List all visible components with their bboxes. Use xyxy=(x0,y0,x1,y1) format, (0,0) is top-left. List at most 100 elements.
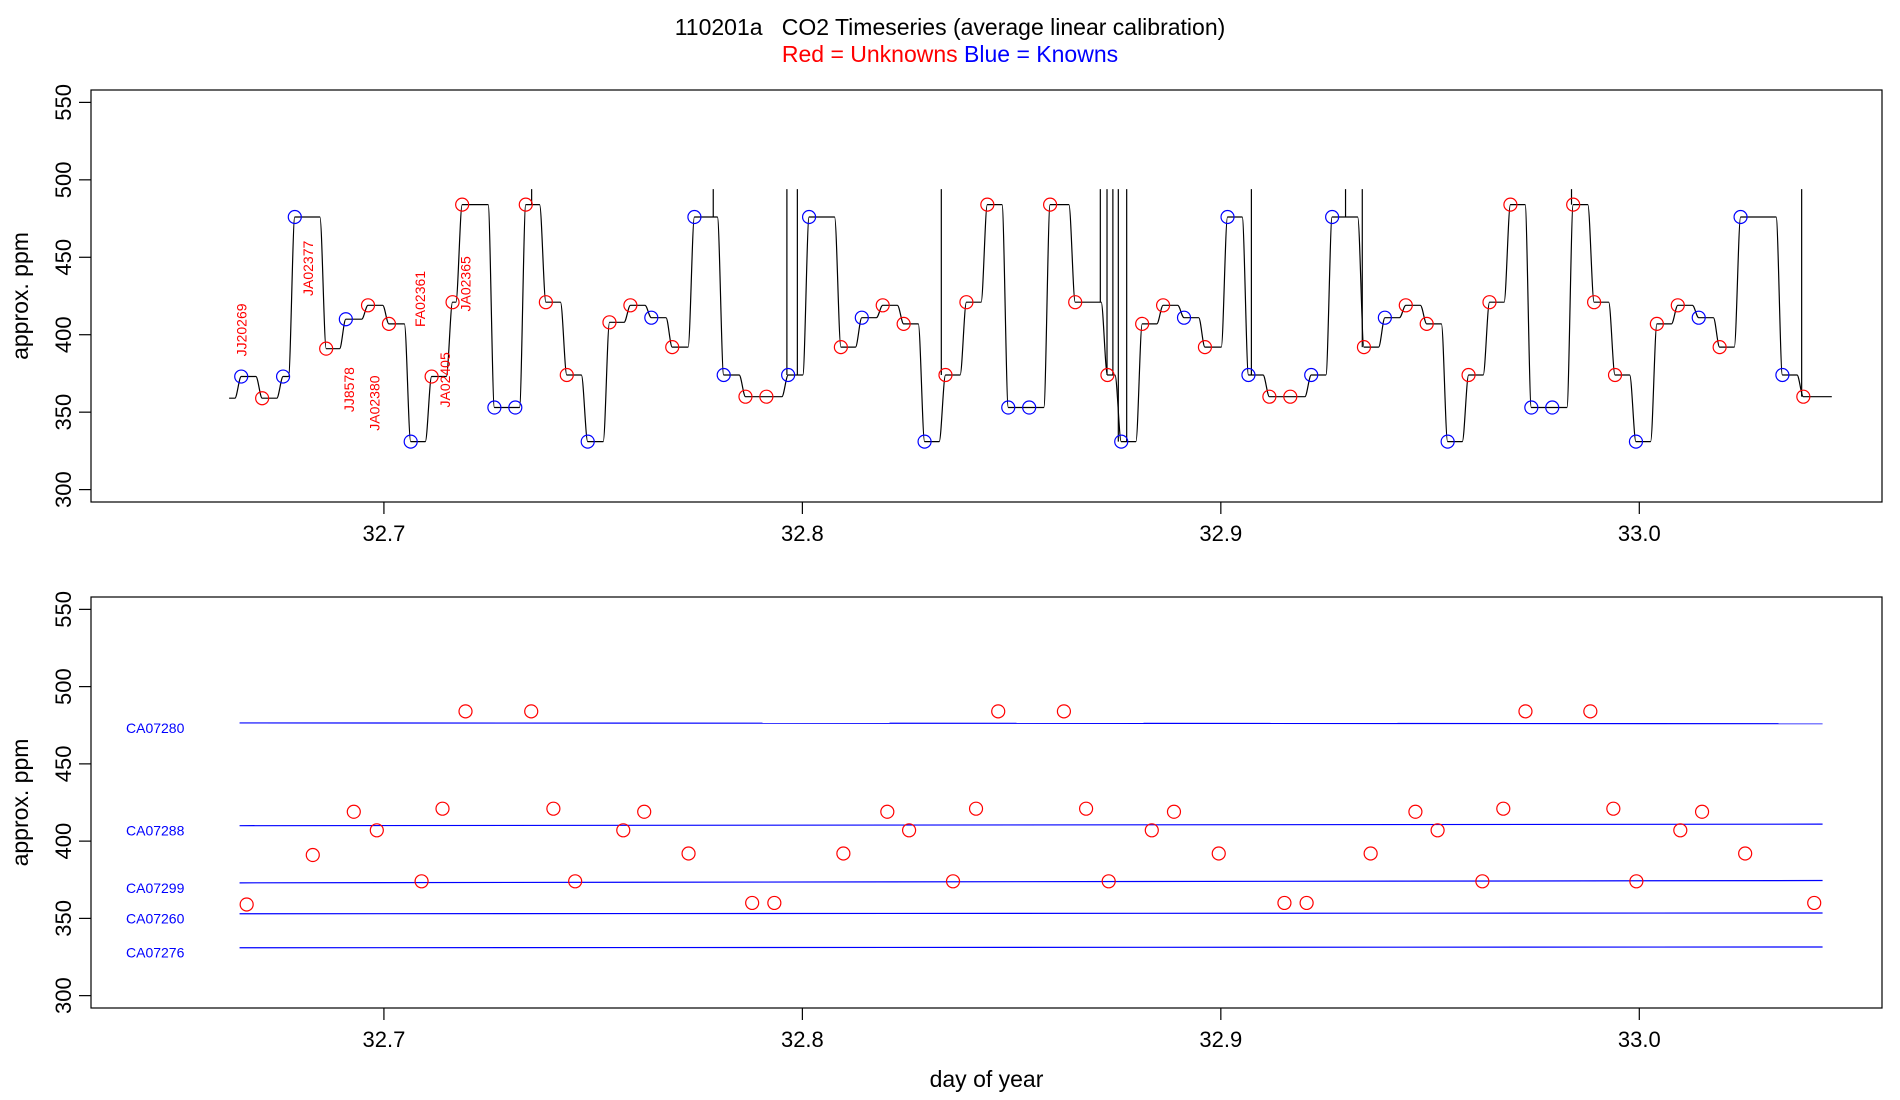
unknown-point xyxy=(637,804,652,819)
unknown-point xyxy=(1694,804,1710,819)
known-marker xyxy=(1377,310,1392,325)
unknown-point xyxy=(1277,895,1292,911)
standard-line xyxy=(239,912,1823,915)
unknown-marker xyxy=(1461,367,1476,383)
standard-label: CA07280 xyxy=(126,720,185,736)
unknown-point xyxy=(1363,846,1378,861)
known-marker xyxy=(1691,310,1706,325)
unknown-marker xyxy=(424,369,439,384)
known-marker xyxy=(781,367,796,383)
known-marker xyxy=(917,434,932,449)
unknown-marker xyxy=(1796,389,1811,404)
standard-label: CA07276 xyxy=(126,945,185,961)
unknown-marker xyxy=(360,298,376,313)
unknown-point xyxy=(1475,874,1490,889)
unknown-marker xyxy=(255,391,270,406)
known-marker xyxy=(1022,400,1037,415)
unknown-marker xyxy=(518,197,533,212)
unknown-point xyxy=(1101,874,1116,889)
timeseries-y-axis-label: approx. ppm xyxy=(7,232,33,360)
legend-knowns: Blue = Knowns xyxy=(964,41,1119,67)
unknown-marker xyxy=(980,197,995,212)
unknown-marker xyxy=(1398,298,1413,313)
timeseries-plot-frame xyxy=(90,89,1883,503)
unknown-marker xyxy=(602,315,617,330)
co2-trace-line xyxy=(229,204,1832,443)
unknown-marker xyxy=(759,389,774,404)
known-marker xyxy=(487,400,502,415)
unknown-marker xyxy=(1482,295,1497,310)
unknown-point xyxy=(901,823,917,838)
known-marker xyxy=(1241,367,1256,383)
unknown-marker xyxy=(1419,316,1434,331)
unknown-marker xyxy=(559,367,574,383)
unknown-marker xyxy=(319,341,334,356)
unknown-point xyxy=(1166,804,1182,819)
unknown-marker xyxy=(455,197,470,212)
known-marker xyxy=(1325,209,1340,225)
unknown-marker xyxy=(1670,298,1685,313)
unknown-marker xyxy=(1283,389,1298,404)
unknown-point xyxy=(1144,823,1159,838)
unknown-point xyxy=(524,704,539,719)
timeseries-y-tick-label: 500 xyxy=(51,161,76,198)
known-marker xyxy=(644,310,659,325)
standard-label: CA07260 xyxy=(126,911,185,927)
timeseries-x-tick-label: 33.0 xyxy=(1618,521,1661,546)
known-marker xyxy=(1114,434,1129,449)
standard-line xyxy=(239,946,1823,949)
timeseries-y-tick-label: 300 xyxy=(51,471,76,508)
sample-id-label: JA02380 xyxy=(367,375,383,430)
timeseries-y-tick-label: 350 xyxy=(51,394,76,431)
unknown-point xyxy=(1056,704,1072,719)
unknown-point xyxy=(1629,874,1644,889)
unknown-point xyxy=(414,874,429,889)
unknown-point xyxy=(1518,704,1533,719)
standard-line xyxy=(239,879,1823,884)
unknown-point xyxy=(1606,801,1621,816)
scatter-y-tick-label: 300 xyxy=(51,977,76,1014)
unknown-point xyxy=(1807,895,1822,911)
chart-legend-subtitle: Red = Unknowns Blue = Knowns xyxy=(0,41,1900,68)
unknown-marker xyxy=(1649,316,1664,331)
unknown-point xyxy=(1673,823,1688,838)
known-marker xyxy=(1001,400,1016,415)
known-marker xyxy=(1176,310,1192,325)
scatter-x-tick-label: 32.8 xyxy=(781,1027,824,1052)
scatter-x-axis-label: day of year xyxy=(930,1066,1044,1092)
known-marker xyxy=(287,209,302,225)
unknown-marker xyxy=(1155,298,1171,313)
known-marker xyxy=(1220,209,1235,225)
scatter-x-tick-label: 32.7 xyxy=(363,1027,406,1052)
unknown-marker xyxy=(623,298,638,313)
known-marker xyxy=(716,367,731,383)
unknown-marker xyxy=(445,295,460,310)
unknown-point xyxy=(880,804,895,819)
unknown-marker xyxy=(896,316,911,331)
unknown-marker xyxy=(1566,197,1581,212)
unknown-marker xyxy=(1587,295,1602,310)
known-marker xyxy=(1440,434,1455,449)
timeseries-axes: 32.7 32.8 32.9 33.0 300 350 400 450 500 550 approx… xyxy=(7,84,1883,546)
chart-title-block: 110201a CO2 Timeseries (average linear c… xyxy=(0,14,1900,68)
timeseries-y-tick-label: 550 xyxy=(51,84,76,121)
unknown-marker xyxy=(1503,197,1518,212)
unknown-point xyxy=(546,801,561,816)
unknown-point xyxy=(458,704,473,719)
unknown-point xyxy=(745,895,760,911)
unknown-point xyxy=(945,874,961,889)
scatter-axes: 32.7 32.8 32.9 33.0 300 350 400 450 500 550 approx… xyxy=(7,591,1883,1092)
known-marker xyxy=(1733,209,1748,225)
known-marker xyxy=(234,369,249,384)
unknown-point xyxy=(346,804,361,819)
unknown-point xyxy=(1496,801,1511,816)
unknown-marker xyxy=(1262,389,1277,404)
sample-id-label: FA02361 xyxy=(412,271,428,327)
unknown-marker xyxy=(665,340,680,355)
sample-id-label: JJ8578 xyxy=(341,367,357,412)
standard-line xyxy=(239,722,1823,725)
unknown-marker xyxy=(1100,367,1115,383)
known-marker xyxy=(580,434,595,449)
unknown-marker xyxy=(1356,340,1372,355)
unknown-point xyxy=(305,847,320,863)
